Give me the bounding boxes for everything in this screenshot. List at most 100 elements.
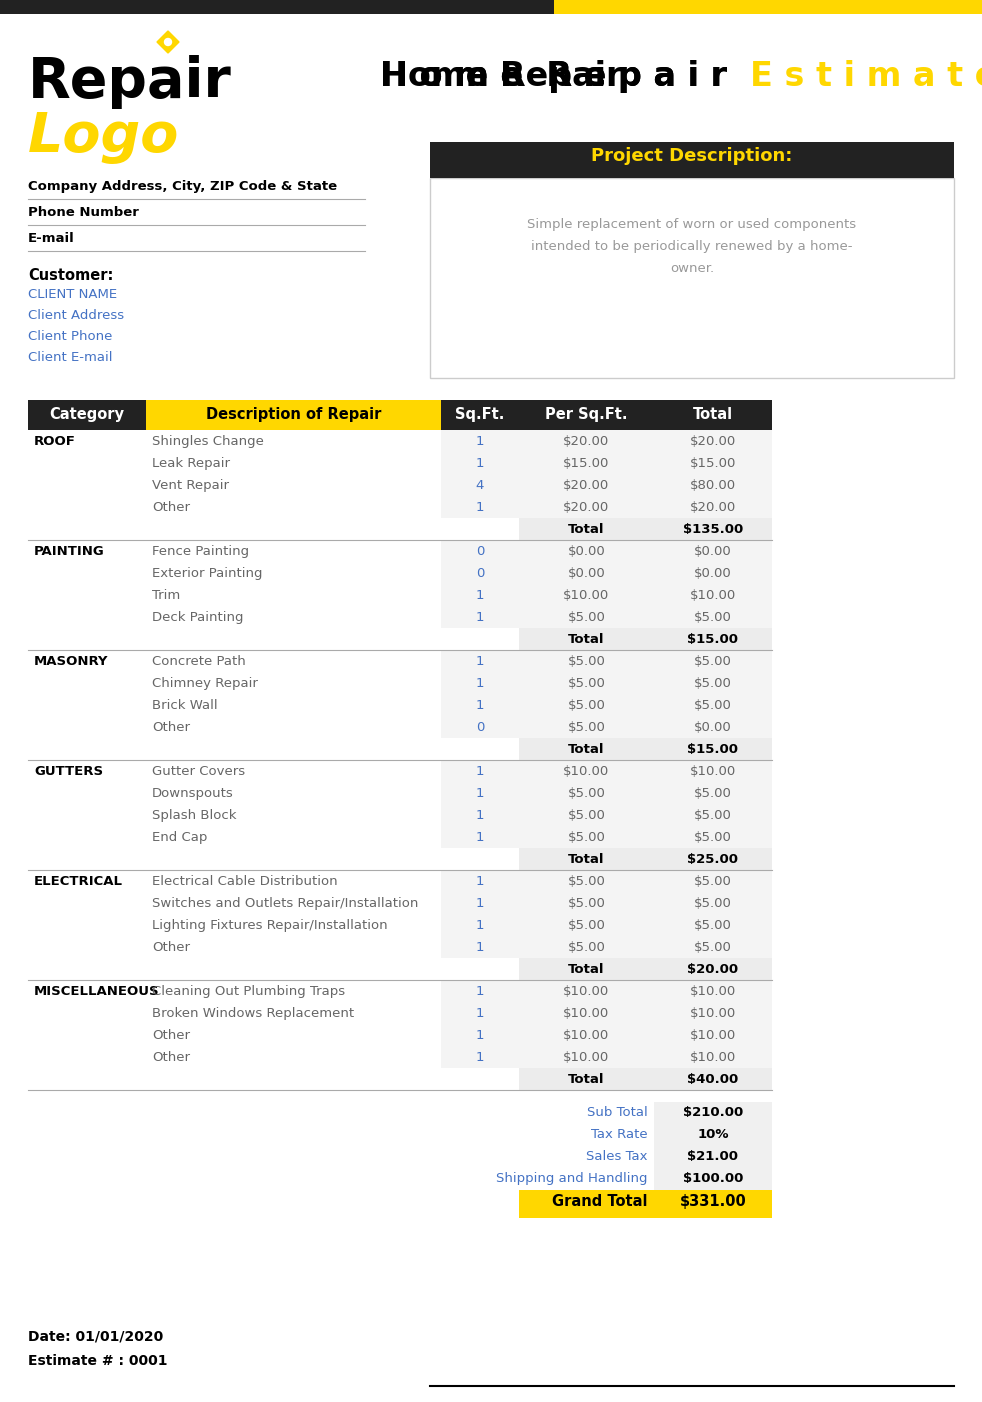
Text: $5.00: $5.00 [694,918,732,932]
Text: 0: 0 [476,566,484,580]
Text: Trim: Trim [152,589,181,601]
Bar [441,451,519,474]
Text: $20.00: $20.00 [564,479,610,492]
Text: $20.00: $20.00 [690,501,736,515]
Bar [519,430,654,451]
Text: Concrete Path: Concrete Path [152,655,246,667]
Text: $210.00: $210.00 [682,1106,743,1119]
Text: $10.00: $10.00 [690,1007,736,1021]
Text: $0.00: $0.00 [694,566,732,580]
Text: $0.00: $0.00 [694,721,732,735]
Bar [654,585,772,606]
Text: 1: 1 [475,655,484,667]
Bar [654,430,772,451]
Bar [654,562,772,585]
Text: $25.00: $25.00 [687,852,738,866]
Bar [519,474,654,496]
Bar [654,651,772,672]
Text: $5.00: $5.00 [694,655,732,667]
Text: 1: 1 [475,611,484,624]
Text: $20.00: $20.00 [690,435,736,449]
Text: 1: 1 [475,1029,484,1042]
Text: 1: 1 [475,700,484,712]
Polygon shape [157,31,179,53]
Bar [519,760,654,782]
Bar [654,737,772,760]
Bar [654,474,772,496]
Bar [519,562,654,585]
Text: Total: Total [569,743,605,756]
Text: $5.00: $5.00 [694,787,732,801]
Text: $5.00: $5.00 [568,611,606,624]
Text: GUTTERS: GUTTERS [34,765,103,778]
Text: $331.00: $331.00 [680,1195,746,1209]
Text: 1: 1 [475,589,484,601]
Text: Brick Wall: Brick Wall [152,700,218,712]
Text: Description of Repair: Description of Repair [206,407,381,422]
Text: 1: 1 [475,435,484,449]
Text: $10.00: $10.00 [564,1052,610,1064]
Text: Downspouts: Downspouts [152,787,234,801]
Text: H o m e  R e p a i r: H o m e R e p a i r [380,60,750,93]
Text: 1: 1 [475,918,484,932]
Text: Other: Other [152,721,190,735]
Bar [654,848,772,871]
Bar [441,672,519,694]
Text: 1: 1 [475,809,484,822]
Bar [654,672,772,694]
Text: Phone Number: Phone Number [28,206,138,219]
Text: ROOF: ROOF [34,435,76,449]
Bar [519,585,654,606]
Bar [441,871,519,892]
Text: Client E-mail: Client E-mail [28,350,113,365]
Bar [441,716,519,737]
Bar [654,1002,772,1023]
Text: Cleaning Out Plumbing Traps: Cleaning Out Plumbing Traps [152,986,345,998]
Bar [441,474,519,496]
Bar [654,1124,772,1145]
Bar [654,716,772,737]
Bar [519,826,654,848]
Bar [519,606,654,628]
Text: $10.00: $10.00 [690,1029,736,1042]
Bar [519,1068,654,1089]
Bar [28,400,772,430]
Text: Date: 01/01/2020: Date: 01/01/2020 [28,1330,163,1345]
Text: $5.00: $5.00 [694,941,732,953]
Bar [654,760,772,782]
Text: $20.00: $20.00 [564,435,610,449]
Text: 0: 0 [476,545,484,558]
Text: Home Repair: Home Repair [380,60,634,93]
Text: $10.00: $10.00 [564,1029,610,1042]
Bar [519,803,654,826]
Text: $5.00: $5.00 [568,918,606,932]
Bar [654,892,772,914]
Text: $15.00: $15.00 [689,457,736,470]
Bar [519,1002,654,1023]
Text: Total: Total [569,963,605,976]
Text: $5.00: $5.00 [694,831,732,844]
Bar [519,672,654,694]
Bar [441,606,519,628]
Bar [441,694,519,716]
Bar [519,937,654,958]
Text: Electrical Cable Distribution: Electrical Cable Distribution [152,875,338,887]
Text: Sales Tax: Sales Tax [586,1150,648,1164]
Text: ELECTRICAL: ELECTRICAL [34,875,123,887]
Bar [654,540,772,562]
Text: 1: 1 [475,986,484,998]
Text: 1: 1 [475,897,484,910]
Text: Chimney Repair: Chimney Repair [152,677,258,690]
Text: Deck Painting: Deck Painting [152,611,244,624]
Text: 1: 1 [475,831,484,844]
Bar [0,0,554,14]
Bar [519,517,654,540]
Bar [519,496,654,517]
Bar [519,871,654,892]
Bar [654,1145,772,1168]
Text: H o m e  R e p a i r: H o m e R e p a i r [380,60,750,93]
Bar [519,694,654,716]
Bar [441,585,519,606]
Bar [654,871,772,892]
Bar [519,451,654,474]
